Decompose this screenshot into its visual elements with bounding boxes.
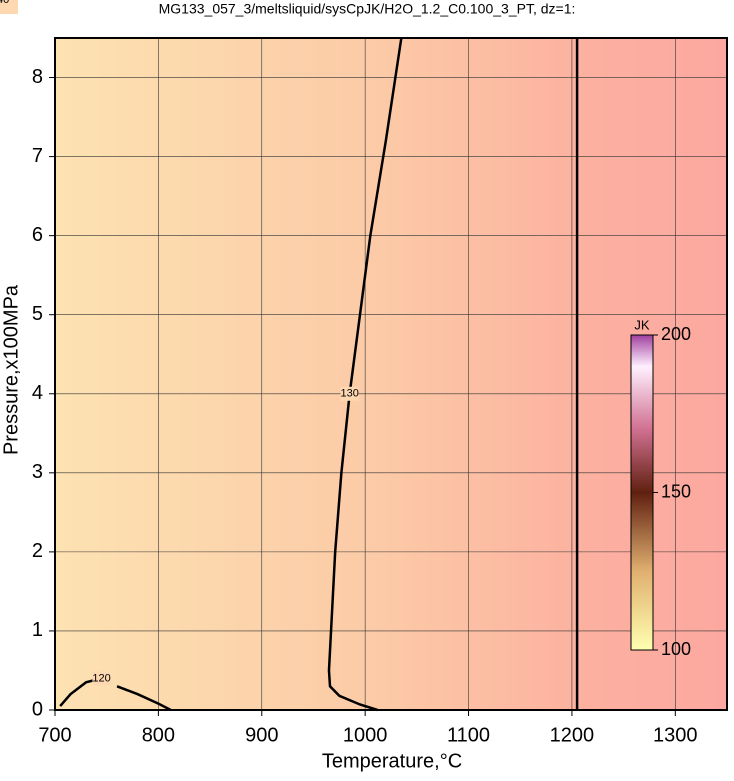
colorbar-label: JK (634, 317, 650, 332)
x-tick-label: 1200 (550, 724, 595, 746)
colorbar-tick-label: 150 (661, 481, 691, 501)
y-tick-label: 2 (32, 540, 43, 562)
colorbar-tick-label: 200 (661, 324, 691, 344)
contour-label-bg (0, 0, 18, 14)
contour-label: 140 (0, 0, 9, 6)
contour-label: 120 (92, 672, 110, 684)
x-tick-label: 1000 (343, 724, 388, 746)
y-tick-label: 1 (32, 619, 43, 641)
contour-label-bg (340, 386, 359, 401)
y-tick-label: 3 (32, 461, 43, 483)
x-tick-label: 800 (142, 724, 175, 746)
y-tick-label: 0 (32, 698, 43, 720)
contour-label-bg (92, 671, 111, 686)
y-tick-label: 4 (32, 382, 43, 404)
x-tick-label: 700 (38, 724, 71, 746)
y-tick-label: 6 (32, 224, 43, 246)
chart-title: MG133_057_3/meltsliquid/sysCpJK/H2O_1.2_… (159, 1, 576, 17)
plot-background (55, 38, 727, 710)
contour-label: 130 (340, 388, 358, 400)
y-tick-label: 5 (32, 303, 43, 325)
x-tick-label: 1300 (653, 724, 698, 746)
x-tick-label: 900 (245, 724, 278, 746)
x-axis-label: Temperature,°C (322, 750, 462, 772)
y-axis-label: Pressure,x100MPa (0, 284, 22, 455)
colorbar-tick-label: 100 (661, 639, 691, 659)
y-tick-label: 7 (32, 145, 43, 167)
contour-line (327, 37, 403, 712)
plot-frame (54, 37, 728, 711)
x-tick-label: 1100 (447, 724, 490, 746)
colorbar (630, 334, 654, 651)
y-tick-label: 8 (32, 66, 43, 88)
